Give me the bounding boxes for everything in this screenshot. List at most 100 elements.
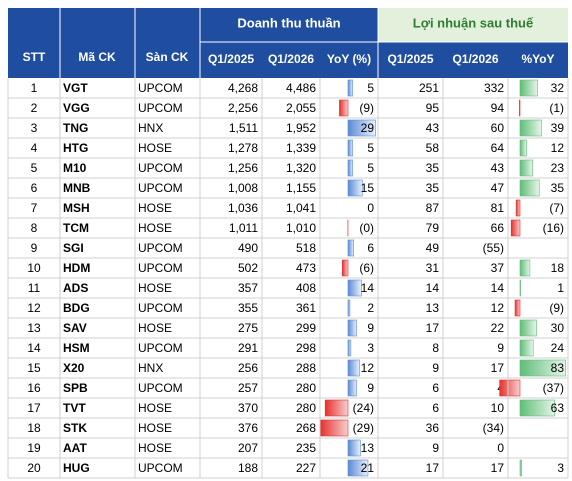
cell: 17 bbox=[491, 361, 505, 375]
header-cell: Mã CK bbox=[78, 50, 116, 64]
cell: 1,036 bbox=[228, 201, 258, 215]
cell: 5 bbox=[367, 81, 374, 95]
header-cell: YoY (%) bbox=[327, 52, 371, 66]
cell: 280 bbox=[296, 381, 316, 395]
data-bar bbox=[347, 119, 376, 137]
cell: 2 bbox=[367, 301, 374, 315]
cell: 47 bbox=[491, 181, 505, 195]
cell: 2 bbox=[31, 101, 38, 115]
cell: VGG bbox=[63, 101, 90, 115]
cell: 6 bbox=[367, 241, 374, 255]
cell: 15 bbox=[361, 181, 375, 195]
cell: 0 bbox=[497, 441, 504, 455]
cell: (24) bbox=[353, 401, 374, 415]
cell: (16) bbox=[543, 221, 564, 235]
cell: 4,486 bbox=[286, 81, 316, 95]
header-cell: STT bbox=[23, 50, 46, 64]
cell: UPCOM bbox=[138, 341, 183, 355]
cell: HOSE bbox=[138, 141, 172, 155]
cell: 361 bbox=[296, 301, 316, 315]
cell: HOSE bbox=[138, 281, 172, 295]
cell: UPCOM bbox=[138, 101, 183, 115]
cell: 18 bbox=[27, 421, 41, 435]
cell: HNX bbox=[138, 361, 163, 375]
cell: 9 bbox=[432, 361, 439, 375]
data-bar bbox=[515, 199, 521, 217]
cell: (6) bbox=[359, 261, 374, 275]
cell: 288 bbox=[296, 361, 316, 375]
cell: 17 bbox=[27, 401, 41, 415]
cell: UPCOM bbox=[138, 461, 183, 475]
cell: TCM bbox=[63, 221, 89, 235]
cell: 24 bbox=[551, 341, 565, 355]
cell: (37) bbox=[543, 381, 564, 395]
cell: 12 bbox=[491, 301, 505, 315]
cell: 64 bbox=[491, 141, 505, 155]
cell: 257 bbox=[238, 381, 258, 395]
cell: 1,511 bbox=[229, 121, 258, 135]
cell: 1,339 bbox=[286, 141, 316, 155]
data-bar bbox=[347, 159, 354, 177]
data-bar bbox=[519, 79, 538, 97]
data-bar bbox=[519, 399, 555, 417]
cell: 14 bbox=[361, 281, 375, 295]
cell: 7 bbox=[31, 201, 38, 215]
cell: TVT bbox=[63, 401, 86, 415]
data-bar bbox=[347, 239, 354, 257]
cell: X20 bbox=[63, 361, 85, 375]
cell: UPCOM bbox=[138, 161, 183, 175]
cell: 83 bbox=[551, 361, 565, 375]
cell: 11 bbox=[28, 281, 41, 295]
cell: 0 bbox=[367, 201, 374, 215]
data-bar bbox=[347, 459, 369, 477]
data-bar bbox=[519, 279, 521, 297]
cell: SGI bbox=[63, 241, 84, 255]
data-bar bbox=[324, 399, 349, 417]
cell: 518 bbox=[296, 241, 316, 255]
header-cell: Sàn CK bbox=[146, 50, 189, 64]
cell: 188 bbox=[238, 461, 258, 475]
cell: 60 bbox=[491, 121, 505, 135]
cell: (29) bbox=[353, 421, 374, 435]
data-bar bbox=[519, 159, 533, 177]
cell: BDG bbox=[63, 301, 90, 315]
cell: 3 bbox=[557, 461, 564, 475]
cell: 256 bbox=[238, 361, 258, 375]
data-bar bbox=[519, 259, 531, 277]
cell: (55) bbox=[483, 241, 504, 255]
cell: 9 bbox=[367, 321, 374, 335]
cell: 43 bbox=[491, 161, 505, 175]
cell: 6 bbox=[432, 381, 439, 395]
data-bar bbox=[347, 439, 361, 457]
cell: 13 bbox=[27, 321, 41, 335]
cell: 370 bbox=[238, 401, 258, 415]
cell: HUG bbox=[63, 461, 90, 475]
data-bar bbox=[519, 119, 542, 137]
cell: 31 bbox=[426, 261, 440, 275]
cell: UPCOM bbox=[138, 181, 183, 195]
data-bar bbox=[519, 319, 537, 337]
cell: 9 bbox=[432, 441, 439, 455]
cell: UPCOM bbox=[138, 81, 183, 95]
cell: HDM bbox=[63, 261, 90, 275]
cell: 1,010 bbox=[286, 221, 316, 235]
cell: 12 bbox=[551, 141, 565, 155]
cell: 3 bbox=[31, 121, 38, 135]
cell: 9 bbox=[497, 341, 504, 355]
data-bar bbox=[519, 459, 522, 477]
cell: 9 bbox=[367, 381, 374, 395]
cell: 2,055 bbox=[286, 101, 316, 115]
cell: 2,256 bbox=[228, 101, 258, 115]
cell: 17 bbox=[426, 461, 440, 475]
cell: HOSE bbox=[138, 221, 172, 235]
data-bar bbox=[347, 279, 362, 297]
data-bar bbox=[519, 339, 534, 357]
cell: 66 bbox=[491, 221, 505, 235]
cell: 1 bbox=[557, 281, 564, 295]
cell: 43 bbox=[426, 121, 440, 135]
cell: 490 bbox=[238, 241, 258, 255]
cell: 5 bbox=[367, 141, 374, 155]
cell: 10 bbox=[491, 401, 505, 415]
header-bg bbox=[378, 42, 568, 78]
